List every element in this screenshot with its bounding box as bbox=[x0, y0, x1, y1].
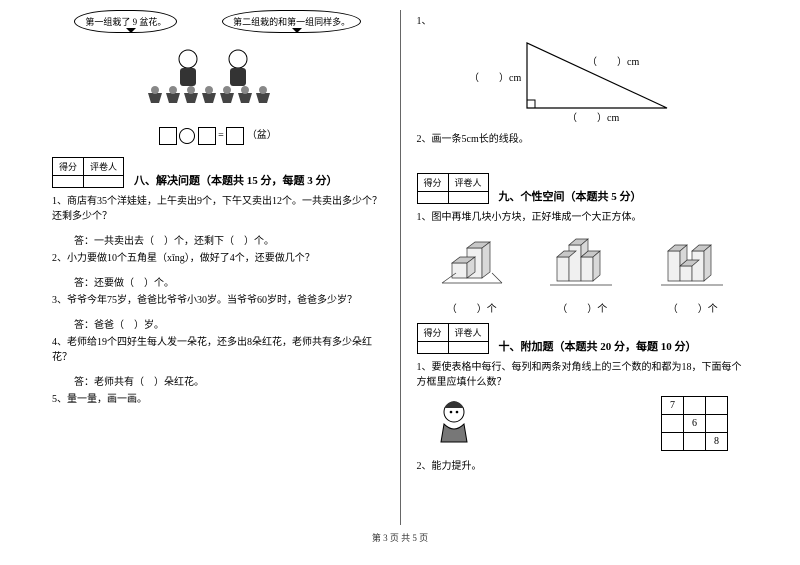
grid-cell[interactable]: 8 bbox=[706, 433, 728, 451]
flowers-children-illustration bbox=[118, 35, 318, 115]
grader-cell[interactable] bbox=[448, 342, 488, 354]
question-8-5: 5、量一量，画一画。 bbox=[52, 392, 384, 407]
svg-text:（ ）: （ ） bbox=[469, 72, 509, 84]
grid-cell[interactable]: 6 bbox=[684, 415, 706, 433]
grid-cell[interactable] bbox=[662, 415, 684, 433]
right-triangle-icon: （ ） cm （ ）cm （ ）cm bbox=[467, 33, 697, 123]
score-head: 得分 bbox=[417, 174, 448, 192]
child-thinking-icon bbox=[429, 396, 479, 446]
question-r-1: 1、 bbox=[417, 14, 749, 29]
question-8-4: 4、老师给19个四好生每人发一朵花，还多出8朵红花，老师共有多少朵红花？ bbox=[52, 335, 384, 365]
question-8-2: 2、小力要做10个五角星（xīng），做好了4个，还要做几个？ bbox=[52, 251, 384, 266]
score-head: 得分 bbox=[417, 324, 448, 342]
speech-bubbles: 第一组栽了 9 盆花。 第二组栽的和第一组同样多。 bbox=[52, 10, 384, 33]
section-10-head: 得分评卷人 十、附加题（本题共 20 分，每题 10 分） bbox=[417, 323, 749, 354]
grid-cell[interactable] bbox=[706, 415, 728, 433]
answer-8-1: 答：一共卖出去（ ）个，还剩下（ ）个。 bbox=[74, 232, 384, 247]
score-cell[interactable] bbox=[53, 175, 84, 187]
answer-8-3: 答：爸爸（ ）岁。 bbox=[74, 316, 384, 331]
grader-cell[interactable] bbox=[448, 192, 488, 204]
left-column: 第一组栽了 9 盆花。 第二组栽的和第一组同样多。 bbox=[40, 10, 396, 525]
grid-cell[interactable] bbox=[684, 433, 706, 451]
section-8-title: 八、解决问题（本题共 15 分，每题 3 分） bbox=[134, 172, 338, 188]
illustration-block: 第一组栽了 9 盆花。 第二组栽的和第一组同样多。 bbox=[52, 10, 384, 118]
score-table: 得分评卷人 bbox=[417, 173, 489, 204]
section-9-title: 九、个性空间（本题共 5 分） bbox=[499, 188, 642, 204]
triangle-figure: （ ） cm （ ）cm （ ）cm bbox=[417, 33, 749, 126]
cube-icon bbox=[432, 233, 512, 293]
grid-cell[interactable]: 7 bbox=[662, 397, 684, 415]
grid-cell[interactable] bbox=[662, 433, 684, 451]
equation-line: = （盆） bbox=[52, 126, 384, 145]
section-9-head: 得分评卷人 九、个性空间（本题共 5 分） bbox=[417, 173, 749, 204]
svg-text:（ ）cm: （ ）cm bbox=[587, 56, 639, 68]
score-cell[interactable] bbox=[417, 342, 448, 354]
question-8-3: 3、爷爷今年75岁，爸爸比爷爷小30岁。当爷爷60岁时，爸爸多少岁？ bbox=[52, 293, 384, 308]
question-10-2: 2、能力提升。 bbox=[417, 459, 749, 474]
question-8-1: 1、商店有35个洋娃娃，上午卖出9个，下午又卖出12个。一共卖出多少个？还剩多少… bbox=[52, 194, 384, 224]
page-columns: 第一组栽了 9 盆花。 第二组栽的和第一组同样多。 bbox=[0, 0, 800, 525]
blank-box[interactable] bbox=[226, 127, 244, 145]
cube-label-1: （ ）个 bbox=[432, 300, 512, 315]
cube-icon bbox=[653, 233, 733, 293]
grader-head: 评卷人 bbox=[448, 174, 488, 192]
question-9-1: 1、图中再堆几块小方块，正好堆成一个大正方体。 bbox=[417, 210, 749, 225]
question-10-1: 1、要使表格中每行、每列和两条对角线上的三个数的和都为18，下面每个方框里应填什… bbox=[417, 360, 749, 390]
score-head: 得分 bbox=[53, 157, 84, 175]
cubes-row: （ ）个 （ ）个 bbox=[417, 233, 749, 315]
grid-cell[interactable] bbox=[684, 397, 706, 415]
magic-square-row: 7 6 8 bbox=[417, 396, 749, 451]
blank-box[interactable] bbox=[159, 127, 177, 145]
question-r-2: 2、画一条5cm长的线段。 bbox=[417, 132, 749, 147]
score-cell[interactable] bbox=[417, 192, 448, 204]
equation-unit: （盆） bbox=[247, 130, 277, 141]
blank-circle[interactable] bbox=[179, 128, 195, 144]
cube-icon bbox=[542, 233, 622, 293]
score-table: 得分评卷人 bbox=[417, 323, 489, 354]
cube-label-2: （ ）个 bbox=[542, 300, 622, 315]
grader-cell[interactable] bbox=[84, 175, 124, 187]
answer-8-2: 答：还要做（ ）个。 bbox=[74, 274, 384, 289]
section-10-title: 十、附加题（本题共 20 分，每题 10 分） bbox=[499, 338, 697, 354]
page-footer: 第 3 页 共 5 页 bbox=[0, 531, 800, 544]
cube-figure-1: （ ）个 bbox=[432, 233, 512, 315]
cube-label-3: （ ）个 bbox=[653, 300, 733, 315]
svg-text:cm: cm bbox=[509, 73, 521, 84]
score-table: 得分评卷人 bbox=[52, 157, 124, 188]
magic-square-grid: 7 6 8 bbox=[661, 396, 728, 451]
equals-sign: = bbox=[218, 130, 226, 141]
section-8-head: 得分评卷人 八、解决问题（本题共 15 分，每题 3 分） bbox=[52, 157, 384, 188]
speech-bubble-2: 第二组栽的和第一组同样多。 bbox=[222, 10, 361, 33]
cube-figure-2: （ ）个 bbox=[542, 233, 622, 315]
grid-cell[interactable] bbox=[706, 397, 728, 415]
grader-head: 评卷人 bbox=[448, 324, 488, 342]
answer-8-4: 答：老师共有（ ）朵红花。 bbox=[74, 373, 384, 388]
column-divider bbox=[400, 10, 401, 525]
right-column: 1、 （ ） cm （ ）cm （ ）cm 2、画一条5cm长的线段。 得分评卷… bbox=[405, 10, 761, 525]
cube-figure-3: （ ）个 bbox=[653, 233, 733, 315]
svg-text:（ ）cm: （ ）cm bbox=[567, 112, 619, 123]
blank-box[interactable] bbox=[198, 127, 216, 145]
speech-bubble-1: 第一组栽了 9 盆花。 bbox=[74, 10, 177, 33]
grader-head: 评卷人 bbox=[84, 157, 124, 175]
